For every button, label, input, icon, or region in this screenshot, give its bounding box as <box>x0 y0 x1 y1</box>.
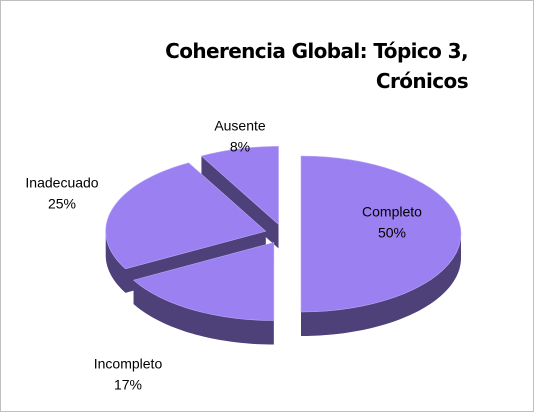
slice-label: Inadecuado <box>25 175 98 191</box>
slice <box>133 242 275 321</box>
slice-side <box>133 280 274 345</box>
slice <box>200 146 279 226</box>
value-label: 25% <box>48 196 76 212</box>
slice <box>300 155 462 313</box>
value-label: 8% <box>230 139 250 155</box>
value-label: 50% <box>378 225 406 241</box>
slice-label: Ausente <box>214 118 266 134</box>
slice-label: Incompleto <box>94 356 163 372</box>
slice-label: Completo <box>362 204 422 220</box>
slice-side <box>301 234 461 336</box>
slice-side <box>105 231 126 293</box>
value-label: 17% <box>114 377 142 393</box>
chart-title: Coherencia Global: Tópico 3, Crónicos <box>165 39 468 93</box>
slice <box>105 162 267 270</box>
